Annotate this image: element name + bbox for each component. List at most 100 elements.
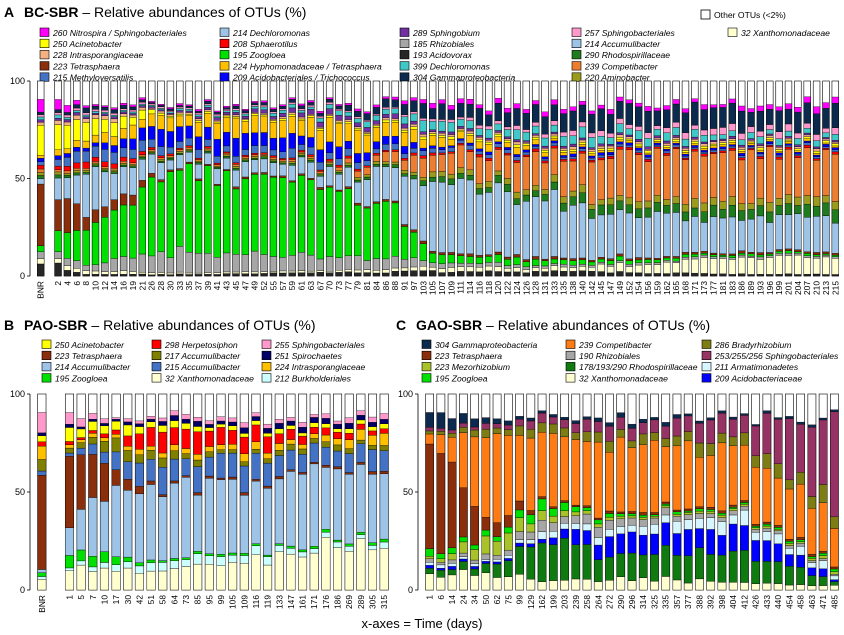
bar-segment-C-199-239: [549, 433, 558, 507]
bar-segment-A-26-228: [148, 108, 156, 110]
bar-segment-B-176-255: [321, 413, 331, 419]
bar-A-122: [503, 80, 512, 277]
bar-segment-B-7-255: [88, 413, 98, 420]
bar-segment-A-159-239: [653, 148, 661, 196]
bar-segment-A-41-208: [213, 162, 221, 165]
bar-segment-A-28-208: [157, 155, 165, 158]
bar-segment-A-52-290: [260, 156, 268, 160]
bar-segment-A-159-209: [653, 142, 661, 146]
bar-segment-C-325-286: [650, 432, 659, 441]
bar-segment-A-28-220: [157, 159, 165, 162]
bar-segment-A-145-208: [597, 157, 605, 161]
bar-segment-A-207-260: [803, 96, 811, 103]
bar-segment-A-107-209: [438, 146, 446, 150]
bar-segment-C-471-178: [818, 576, 828, 586]
bar-segment-A-84-220: [372, 161, 380, 165]
bar-segment-A-6-290: [73, 172, 81, 176]
bar-segment-A-181-228: [719, 140, 727, 143]
bar-segment-A-91-304: [400, 104, 409, 115]
bar-segment-A-149-224: [616, 139, 624, 143]
bar-segment-A-35-289: [185, 110, 193, 113]
bar-segment-A-105-239: [429, 155, 437, 173]
bar-segment-C-433-239: [762, 468, 772, 523]
legend-label-A-220: 220 Aminobacter: [584, 73, 651, 83]
bar-segment-B-73-255: [181, 414, 191, 420]
x-tick-label-A-154: 154: [634, 281, 644, 295]
legend-swatch-A-195: [219, 50, 230, 60]
x-tick-label-C-1: 1: [425, 595, 435, 600]
bar-segment-A-97-228: [410, 123, 418, 127]
bar-segment-B-85-195: [193, 551, 203, 554]
x-tick-label-A-124: 124: [512, 281, 522, 295]
bar-segment-A-77-193: [344, 271, 352, 277]
bar-segment-A-19-304: [129, 106, 137, 111]
bar-segment-A-63-239: [307, 156, 315, 159]
bar-A-128: [531, 80, 540, 277]
bar-segment-A-21-185: [138, 253, 146, 273]
bar-segment-C-314-178: [639, 554, 648, 578]
bar-segment-A-177-290: [710, 204, 718, 217]
bar-segment-A-16-304: [120, 105, 128, 109]
bar-segment-A-52-209: [260, 132, 268, 146]
legend-label-B-224: 224 Intrasporangiaceae: [274, 362, 366, 372]
bar-segment-C-398-304: [717, 410, 727, 414]
bar-segment-A-26-195: [148, 176, 156, 257]
bar-segment-A-73-193: [335, 272, 343, 277]
bar-segment-A-154-215: [635, 150, 643, 153]
bar-segment-B-5-214: [76, 509, 86, 551]
bar-segment-A-12-215: [101, 149, 109, 163]
bar-segment-A-128-223: [532, 256, 540, 260]
bar-segment-A-19-214a: [129, 167, 137, 196]
bar-segment-A-181-290: [719, 209, 727, 219]
bar-segment-B-305-251: [368, 422, 377, 427]
bar-segment-A-116-257: [475, 125, 484, 129]
bar-segment-A-61-185: [297, 252, 306, 271]
bar-segment-C-357-239: [672, 445, 682, 511]
bar-segment-A-86-260: [382, 96, 390, 99]
bar-segment-A-142-208: [588, 160, 596, 163]
bar-segment-A-86-214a: [382, 166, 390, 200]
bar-segment-C-6-286: [436, 431, 446, 435]
bar-B-42: [134, 393, 144, 591]
bar-segment-C-377-32: [683, 582, 693, 591]
bar-segment-A-181-304: [719, 107, 727, 128]
bar-segment-A-16-399: [120, 109, 128, 113]
bar-segment-A-6-32: [73, 267, 81, 273]
bar-segment-A-55-304: [269, 109, 277, 112]
bar-segment-C-24-178: [459, 561, 468, 570]
bar-segment-A-177-209: [710, 147, 718, 151]
bar-segment-A-126-290: [522, 194, 530, 202]
bar-segment-A-171-224: [691, 143, 699, 146]
bar-segment-C-357-190: [672, 516, 682, 522]
bar-segment-A-10-215: [91, 146, 100, 158]
bar-segment-A-16-239: [120, 160, 128, 164]
bar-segment-C-6-190: [436, 562, 446, 566]
bar-segment-A-207-195: [803, 253, 811, 256]
legend-label-A-304: 304 Gammaproteobacteria: [413, 73, 515, 83]
bar-segment-B-116-214: [251, 480, 261, 544]
x-tick-label-C-290: 290: [616, 595, 626, 609]
bar-segment-A-19-223: [129, 194, 137, 206]
bar-segment-A-145-220: [597, 199, 605, 206]
bar-segment-A-215-209: [831, 147, 839, 150]
bar-segment-A-BNR-215: [37, 161, 45, 166]
bar-segment-C-24-195: [459, 536, 468, 543]
bar-segment-C-34-253: [470, 426, 479, 431]
bar-segment-A-210-193: [813, 273, 821, 277]
bar-segment-C-398-32: [717, 582, 727, 591]
bar-segment-A-49-290: [251, 158, 259, 160]
bar-segment-A-59-224: [288, 115, 296, 134]
bar-segment-A-37-32: [194, 272, 203, 275]
bar-segment-C-404-211: [728, 514, 738, 525]
bar-segment-A-149-250: [616, 137, 624, 140]
bar-A-186: [737, 80, 746, 277]
bar-segment-A-77-250: [344, 121, 352, 124]
bar-segment-C-377-286: [683, 431, 693, 442]
bar-segment-A-8-304: [82, 107, 90, 113]
legend-label-A-257: 257 Sphingobacteriales: [584, 28, 676, 38]
bar-segment-C-454-190: [785, 545, 794, 549]
bar-segment-B-171-251: [309, 417, 319, 423]
bar-segment-B-186-255: [333, 420, 342, 425]
bar-segment-A-118-239: [485, 160, 493, 182]
bar-segment-A-12-304: [101, 106, 109, 111]
